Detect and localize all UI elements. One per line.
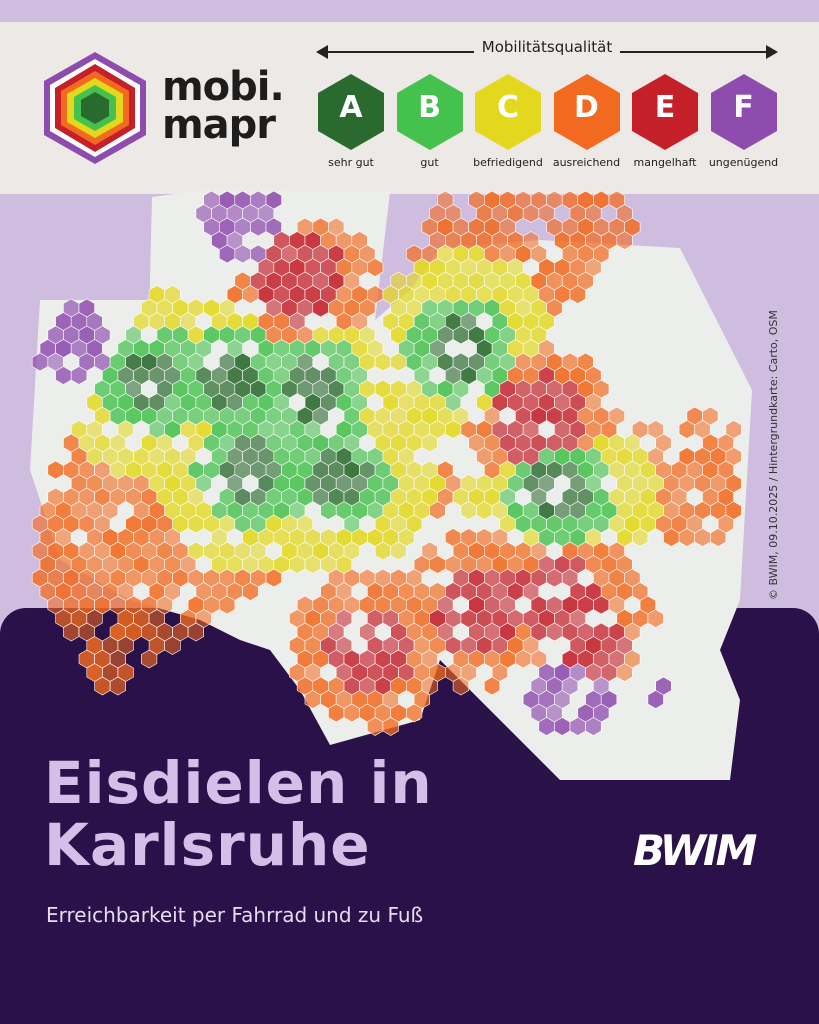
bwim-logo: BWIM [633,826,757,875]
map-hex-cell [631,528,649,547]
map-hex-cell [421,433,438,453]
grade-f: F ungenügend [709,74,778,169]
map-hex-cell [109,676,126,696]
map-hex-cell [616,231,633,250]
map-hex-cell [265,568,282,588]
grade-a: A sehr gut [318,74,384,169]
map-hex-cell [647,690,664,709]
map-hex-cell [647,609,664,628]
map-hex-cell [141,649,158,669]
map-hex-cell [429,501,446,520]
hexagon-icon [710,74,777,150]
grade-b: B gut [396,74,463,169]
map-hex-cell [585,717,602,736]
scale-title: Mobilitätsqualität [318,38,776,56]
arrow-left-icon [316,45,328,59]
legend-header: mobi. mapr Mobilitätsqualität A sehr gut … [0,22,819,194]
hexagon-icon [632,74,698,150]
map-hex-cell [187,622,204,642]
hexagon-icon [318,74,384,150]
hexagon-icon [553,74,620,150]
grade-letter: C [496,90,520,125]
map-hex-cell [390,541,407,561]
map-hex-cell [616,663,633,682]
arrow-right-icon [766,45,778,59]
grade-label: mangelhaft [633,156,697,169]
mobimapr-logo [44,52,146,164]
grade-letter: B [418,90,441,125]
hexagon-icon [396,74,463,150]
grade-label: gut [420,156,439,169]
grade-label: befriedigend [473,156,543,169]
map-hex-cell [242,582,259,601]
map-hex-cell [483,676,501,696]
logo-text: mobi. mapr [162,64,285,148]
grade-label: ausreichend [552,156,621,169]
map-hex-cell [219,595,236,615]
subtitle: Erreichbarkeit per Fahrrad und zu Fuß [46,903,424,927]
grade-e: E mangelhaft [632,74,698,169]
page-title: Eisdielen in Karlsruhe [44,749,433,879]
map-hex-cell [164,636,181,655]
grade-label: ungenügend [708,156,779,169]
grade-d: D ausreichend [553,74,620,169]
copyright-note: © BWIM, 09.10.2025 / Hintergrundkarte: C… [767,310,780,600]
map-hex-cell [569,285,586,304]
map-hex-cell [70,366,88,385]
grade-letter: E [654,90,676,125]
map-hex-cell [366,258,384,277]
map-hex-cell [382,717,399,736]
map-hex-cell [452,676,470,696]
hexagon-icon [475,74,541,150]
grade-letter: D [574,90,599,125]
grade-letter: A [339,90,363,125]
grade-c: C befriedigend [473,74,543,169]
map-hex-cell [405,703,423,723]
map-hex-cell [709,528,727,547]
grade-letter: F [733,90,754,125]
grade-label: sehr gut [328,156,374,169]
